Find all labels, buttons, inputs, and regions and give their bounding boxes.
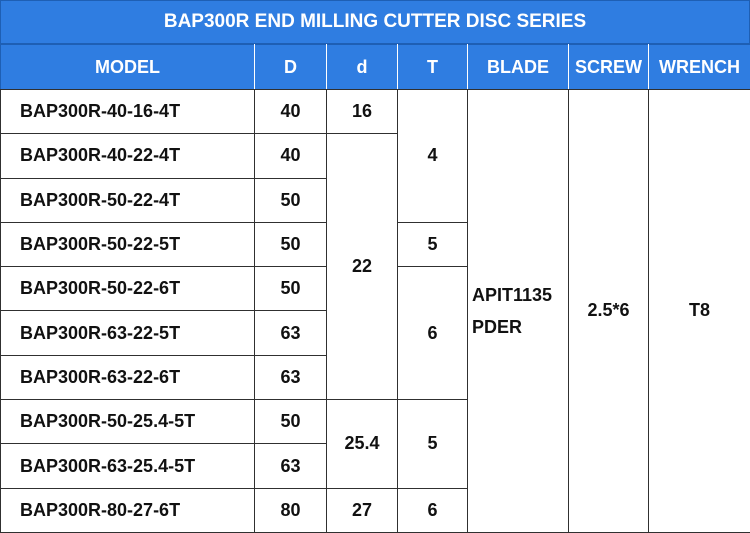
- T-cell: 6: [398, 488, 468, 532]
- T-cell: 6: [398, 267, 468, 400]
- T-cell: 5: [398, 222, 468, 266]
- header-d: d: [327, 45, 398, 90]
- model-cell: BAP300R-80-27-6T: [1, 488, 255, 532]
- screw-cell: 2.5*6: [569, 90, 649, 533]
- header-row: MODEL D d T BLADE SCREW WRENCH: [1, 45, 750, 90]
- header-T: T: [398, 45, 468, 90]
- D-cell: 50: [255, 222, 327, 266]
- D-cell: 63: [255, 444, 327, 488]
- D-cell: 50: [255, 267, 327, 311]
- D-cell: 50: [255, 400, 327, 444]
- model-cell: BAP300R-50-22-5T: [1, 222, 255, 266]
- D-cell: 63: [255, 355, 327, 399]
- D-cell: 40: [255, 90, 327, 134]
- d-cell: 27: [327, 488, 398, 532]
- header-model: MODEL: [1, 45, 255, 90]
- blade-line-2: PDER: [472, 311, 568, 343]
- D-cell: 40: [255, 134, 327, 178]
- D-cell: 63: [255, 311, 327, 355]
- wrench-cell: T8: [649, 90, 750, 533]
- model-cell: BAP300R-50-25.4-5T: [1, 400, 255, 444]
- T-cell: 5: [398, 400, 468, 489]
- d-cell: 25.4: [327, 400, 398, 489]
- header-wrench: WRENCH: [649, 45, 750, 90]
- model-cell: BAP300R-40-16-4T: [1, 90, 255, 134]
- model-cell: BAP300R-40-22-4T: [1, 134, 255, 178]
- d-cell: 22: [327, 134, 398, 400]
- model-cell: BAP300R-63-22-5T: [1, 311, 255, 355]
- header-D: D: [255, 45, 327, 90]
- d-cell: 16: [327, 90, 398, 134]
- D-cell: 80: [255, 488, 327, 532]
- T-cell: 4: [398, 90, 468, 223]
- blade-cell: APIT1135 PDER: [468, 90, 569, 533]
- model-cell: BAP300R-50-22-4T: [1, 178, 255, 222]
- model-cell: BAP300R-63-25.4-5T: [1, 444, 255, 488]
- model-cell: BAP300R-50-22-6T: [1, 267, 255, 311]
- blade-line-1: APIT1135: [472, 279, 568, 311]
- D-cell: 50: [255, 178, 327, 222]
- header-blade: BLADE: [468, 45, 569, 90]
- model-cell: BAP300R-63-22-6T: [1, 355, 255, 399]
- spec-table: MODEL D d T BLADE SCREW WRENCH BAP300R-4…: [0, 44, 750, 533]
- table-row: BAP300R-40-16-4T 40 16 4 APIT1135 PDER 2…: [1, 90, 750, 134]
- table-title: BAP300R END MILLING CUTTER DISC SERIES: [0, 0, 750, 44]
- header-screw: SCREW: [569, 45, 649, 90]
